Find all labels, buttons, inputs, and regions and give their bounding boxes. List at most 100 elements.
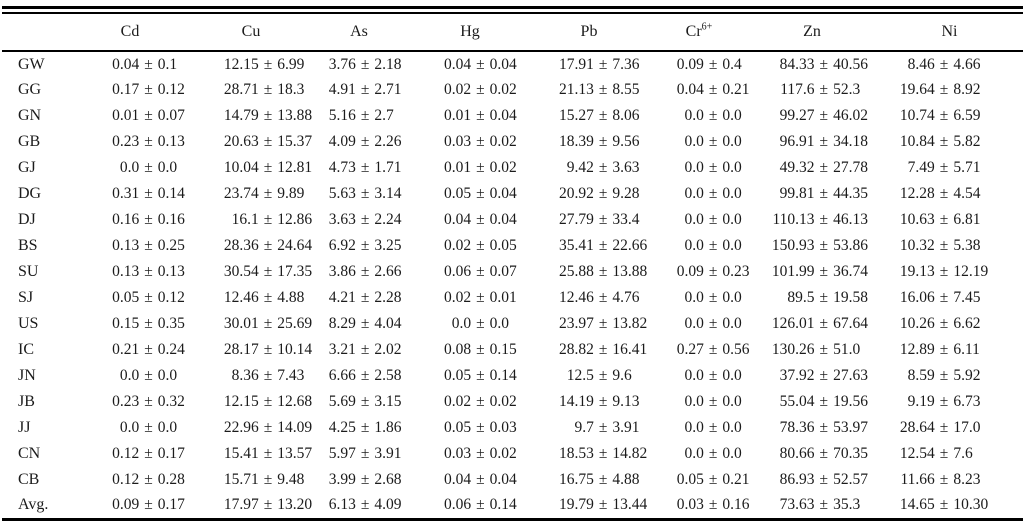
plus-minus-symbol: ± — [144, 496, 153, 514]
row-label: SU — [18, 263, 39, 280]
sd-value: 9.89 — [277, 185, 305, 202]
sd-value: 12.86 — [277, 211, 313, 228]
mean-sd-value: 9.7 ±3.91 — [528, 419, 650, 437]
mean-sd-value: 126.01 ±67.64 — [748, 315, 876, 333]
mean-sd-value: 0.01 ±0.04 — [412, 107, 528, 125]
mean-value: 0.05 — [444, 367, 472, 384]
mean-sd-value: 6.66 ±2.58 — [306, 367, 412, 385]
data-cell: 0.0 ±0.0 — [650, 415, 748, 441]
plus-minus-symbol: ± — [476, 55, 485, 73]
mean-value: 89.5 — [787, 289, 815, 306]
data-cell: 0.0 ±0.0 — [64, 415, 196, 441]
data-cell: 0.15 ±0.35 — [64, 311, 196, 337]
data-cell: 8.29 ±4.04 — [306, 311, 412, 337]
plus-minus-symbol: ± — [819, 133, 829, 150]
data-cell: 12.54 ±7.6 — [876, 441, 1023, 467]
plus-minus-symbol: ± — [598, 81, 608, 98]
data-cell: 0.0 ±0.0 — [64, 363, 196, 389]
mean-value: 10.84 — [899, 133, 935, 150]
mean-value: 17.91 — [559, 55, 594, 73]
mean-value: 12.5 — [566, 367, 594, 384]
plus-minus-symbol: ± — [476, 341, 485, 358]
data-cell: 0.05 ±0.04 — [412, 181, 528, 207]
data-cell: 6.66 ±2.58 — [306, 363, 412, 389]
data-cell: 23.74 ±9.89 — [196, 181, 306, 207]
corner-cell — [2, 14, 64, 52]
data-cell: 12.15 ±12.68 — [196, 389, 312, 415]
sd-value: 2.18 — [374, 55, 402, 73]
mean-sd-value: 12.15 ±6.99 — [196, 56, 306, 74]
plus-minus-symbol: ± — [708, 81, 718, 98]
data-cell: 14.19 ±9.13 — [528, 389, 650, 415]
plus-minus-symbol: ± — [819, 315, 829, 332]
mean-sd-value: 5.69 ±3.15 — [306, 393, 412, 411]
data-cell: 0.0 ±0.0 — [412, 311, 528, 337]
plus-minus-symbol: ± — [819, 289, 829, 306]
data-cell: 0.0 ±0.0 — [650, 363, 748, 389]
sd-value: 0.21 — [722, 471, 750, 488]
sd-value: 0.0 — [157, 159, 178, 176]
mean-sd-value: 0.0 ±0.0 — [64, 159, 196, 177]
mean-value: 0.0 — [684, 393, 704, 410]
table-row-jb: JB 0.23 ±0.32 12.15 ±12.68 5.69 ±3.15 0.02 ±0.02… — [2, 389, 1023, 415]
plus-minus-symbol: ± — [939, 445, 949, 462]
plus-minus-symbol: ± — [263, 496, 273, 514]
mean-sd-value: 0.03 ±0.16 — [650, 496, 750, 514]
mean-value: 0.09 — [676, 263, 704, 280]
mean-value: 22.96 — [223, 419, 259, 436]
sd-value: 8.55 — [612, 81, 640, 98]
plus-minus-symbol: ± — [476, 445, 485, 462]
data-cell: 9.19 ±6.73 — [876, 389, 1023, 415]
data-cell: 27.79 ±33.4 — [528, 207, 650, 233]
plus-minus-symbol: ± — [819, 341, 829, 358]
sd-value: 7.36 — [612, 55, 640, 73]
mean-sd-value: 23.97 ±13.82 — [528, 315, 650, 333]
plus-minus-symbol: ± — [263, 263, 273, 280]
sd-value: 0.0 — [722, 289, 742, 306]
data-cell: 0.04 ±0.04 — [412, 467, 528, 493]
plus-minus-symbol: ± — [144, 107, 153, 124]
plus-minus-symbol: ± — [144, 315, 153, 332]
mean-sd-value: 16.1 ±12.86 — [196, 211, 313, 229]
plus-minus-symbol: ± — [144, 393, 153, 410]
data-cell: 12.46 ±4.76 — [528, 285, 650, 311]
data-cell: 20.63 ±15.37 — [196, 129, 312, 155]
plus-minus-symbol: ± — [708, 393, 718, 410]
mean-value: 9.42 — [566, 159, 594, 176]
plus-minus-symbol: ± — [476, 81, 485, 98]
mean-sd-value: 5.63 ±3.14 — [306, 185, 412, 203]
mean-value: 0.0 — [684, 185, 704, 202]
sd-value: 2.68 — [374, 471, 402, 488]
plus-minus-symbol: ± — [360, 263, 370, 280]
mean-sd-value: 14.19 ±9.13 — [528, 393, 650, 411]
sd-value: 0.04 — [489, 185, 517, 202]
mean-value: 0.08 — [444, 341, 472, 358]
mean-sd-value: 35.41 ±22.66 — [528, 237, 650, 255]
mean-value: 0.0 — [684, 367, 704, 384]
mean-value: 110.13 — [772, 211, 815, 228]
mean-value: 15.41 — [223, 445, 259, 462]
mean-sd-value: 3.76 ±2.18 — [306, 56, 412, 74]
data-cell: 84.33 ±40.56 — [748, 51, 876, 77]
sd-value: 0.13 — [157, 263, 185, 280]
table-row-gj: GJ 0.0 ±0.0 10.04 ±12.81 4.73 ±1.71 0.01 ±0.02 9.… — [2, 155, 1023, 181]
sd-value: 2.28 — [374, 289, 402, 306]
data-cell: 10.63 ±6.81 — [876, 207, 1023, 233]
plus-minus-symbol: ± — [144, 419, 153, 436]
plus-minus-symbol: ± — [476, 107, 485, 124]
sd-value: 9.13 — [612, 393, 640, 410]
sd-value: 6.81 — [953, 211, 981, 228]
plus-minus-symbol: ± — [598, 367, 608, 384]
table-row-ic: IC 0.21 ±0.24 28.17 ±10.14 3.21 ±2.02 0.08 ±0.15… — [2, 337, 1023, 363]
row-label: CB — [18, 471, 40, 488]
mean-value: 5.69 — [328, 393, 356, 410]
mean-sd-value: 17.91 ±7.36 — [528, 56, 650, 74]
data-cell: 4.73 ±1.71 — [306, 155, 412, 181]
plus-minus-symbol: ± — [708, 289, 718, 306]
mean-sd-value: 86.93 ±52.57 — [748, 471, 876, 489]
data-cell: 23.97 ±13.82 — [528, 311, 650, 337]
mean-sd-value: 130.26 ±51.0 — [748, 341, 876, 359]
row-label: GG — [18, 81, 42, 98]
data-cell: 3.76 ±2.18 — [306, 51, 412, 77]
data-cell: 20.92 ±9.28 — [528, 181, 650, 207]
